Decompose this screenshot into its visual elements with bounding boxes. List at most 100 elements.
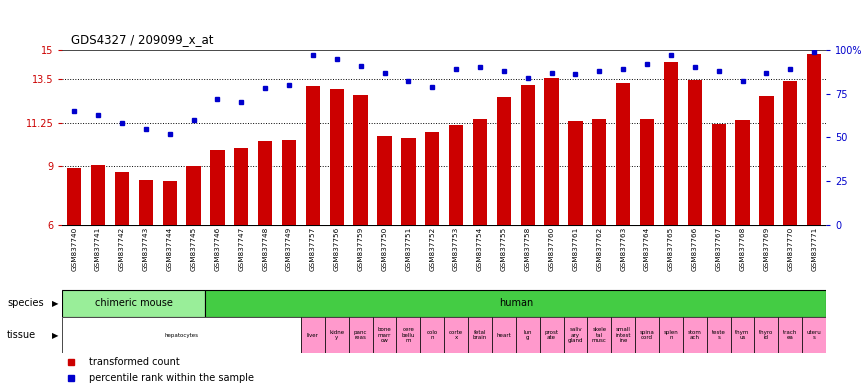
Bar bbox=[258, 141, 272, 225]
Bar bbox=[91, 166, 106, 225]
Text: chimeric mouse: chimeric mouse bbox=[95, 298, 173, 308]
Bar bbox=[492, 317, 516, 353]
Bar bbox=[163, 181, 176, 225]
Text: hepatocytes: hepatocytes bbox=[164, 333, 199, 338]
Bar bbox=[759, 96, 773, 225]
Text: human: human bbox=[498, 298, 533, 308]
Text: colo
n: colo n bbox=[426, 330, 438, 340]
Text: saliv
ary
gland: saliv ary gland bbox=[567, 327, 583, 343]
Text: panc
reas: panc reas bbox=[354, 330, 368, 340]
Text: GSM837758: GSM837758 bbox=[525, 227, 531, 271]
Text: GSM837764: GSM837764 bbox=[644, 227, 650, 271]
Text: GSM837743: GSM837743 bbox=[143, 227, 149, 271]
Text: transformed count: transformed count bbox=[89, 357, 180, 367]
Bar bbox=[707, 317, 731, 353]
Bar bbox=[635, 317, 659, 353]
Bar bbox=[420, 317, 445, 353]
Text: spina
cord: spina cord bbox=[639, 330, 655, 340]
Text: GSM837767: GSM837767 bbox=[715, 227, 721, 271]
Text: GSM837747: GSM837747 bbox=[238, 227, 244, 271]
Text: GSM837762: GSM837762 bbox=[596, 227, 602, 271]
Bar bbox=[468, 317, 492, 353]
Bar bbox=[663, 61, 678, 225]
Text: trach
ea: trach ea bbox=[783, 330, 798, 340]
Text: GSM837752: GSM837752 bbox=[429, 227, 435, 271]
Bar bbox=[305, 86, 320, 225]
Text: GSM837754: GSM837754 bbox=[477, 227, 483, 271]
Text: GSM837756: GSM837756 bbox=[334, 227, 340, 271]
Text: GSM837766: GSM837766 bbox=[692, 227, 698, 271]
Bar bbox=[354, 94, 368, 225]
Text: GSM837769: GSM837769 bbox=[764, 227, 769, 271]
Text: species: species bbox=[7, 298, 43, 308]
Text: GSM837749: GSM837749 bbox=[286, 227, 292, 271]
Text: GSM837755: GSM837755 bbox=[501, 227, 507, 271]
Bar bbox=[688, 80, 702, 225]
Text: GDS4327 / 209099_x_at: GDS4327 / 209099_x_at bbox=[71, 33, 214, 46]
Bar bbox=[210, 150, 225, 225]
Bar bbox=[301, 317, 325, 353]
Bar bbox=[540, 317, 563, 353]
Bar bbox=[62, 290, 206, 317]
Text: GSM837759: GSM837759 bbox=[357, 227, 363, 271]
Bar bbox=[568, 121, 583, 225]
Bar bbox=[445, 317, 468, 353]
Bar bbox=[449, 125, 464, 225]
Text: GSM837740: GSM837740 bbox=[71, 227, 77, 271]
Text: percentile rank within the sample: percentile rank within the sample bbox=[89, 374, 254, 384]
Bar bbox=[373, 317, 396, 353]
Text: teste
s: teste s bbox=[712, 330, 726, 340]
Bar bbox=[682, 317, 707, 353]
Bar bbox=[234, 148, 248, 225]
Bar bbox=[593, 119, 606, 225]
Text: skele
tal
musc: skele tal musc bbox=[592, 327, 606, 343]
Bar bbox=[497, 96, 511, 225]
Text: thym
us: thym us bbox=[735, 330, 750, 340]
Text: GSM837748: GSM837748 bbox=[262, 227, 268, 271]
Text: GSM837746: GSM837746 bbox=[215, 227, 221, 271]
Text: GSM837742: GSM837742 bbox=[119, 227, 125, 271]
Text: uteru
s: uteru s bbox=[807, 330, 822, 340]
Bar bbox=[330, 89, 344, 225]
Bar bbox=[659, 317, 682, 353]
Text: bone
marr
ow: bone marr ow bbox=[378, 327, 391, 343]
Text: GSM837765: GSM837765 bbox=[668, 227, 674, 271]
Text: fetal
brain: fetal brain bbox=[473, 330, 487, 340]
Bar bbox=[206, 290, 826, 317]
Text: GSM837745: GSM837745 bbox=[190, 227, 196, 271]
Bar bbox=[783, 81, 798, 225]
Bar bbox=[325, 317, 349, 353]
Text: ▶: ▶ bbox=[52, 331, 59, 339]
Bar bbox=[612, 317, 635, 353]
Bar bbox=[396, 317, 420, 353]
Bar bbox=[735, 120, 750, 225]
Text: GSM837741: GSM837741 bbox=[95, 227, 101, 271]
Text: splen
n: splen n bbox=[663, 330, 678, 340]
Bar bbox=[425, 132, 439, 225]
Text: prost
ate: prost ate bbox=[545, 330, 559, 340]
Text: thyro
id: thyro id bbox=[759, 330, 773, 340]
Text: GSM837770: GSM837770 bbox=[787, 227, 793, 271]
Bar bbox=[186, 166, 201, 225]
Text: lun
g: lun g bbox=[523, 330, 532, 340]
Text: GSM837753: GSM837753 bbox=[453, 227, 459, 271]
Text: GSM837768: GSM837768 bbox=[740, 227, 746, 271]
Text: corte
x: corte x bbox=[449, 330, 463, 340]
Bar bbox=[377, 136, 392, 225]
Bar bbox=[754, 317, 778, 353]
Bar bbox=[731, 317, 754, 353]
Text: tissue: tissue bbox=[7, 330, 36, 340]
Bar bbox=[138, 180, 153, 225]
Text: GSM837757: GSM837757 bbox=[310, 227, 316, 271]
Bar bbox=[115, 172, 129, 225]
Text: stom
ach: stom ach bbox=[688, 330, 702, 340]
Bar bbox=[62, 317, 301, 353]
Bar bbox=[282, 140, 296, 225]
Bar bbox=[712, 124, 726, 225]
Text: GSM837744: GSM837744 bbox=[167, 227, 173, 271]
Bar bbox=[563, 317, 587, 353]
Text: liver: liver bbox=[307, 333, 319, 338]
Text: GSM837763: GSM837763 bbox=[620, 227, 626, 271]
Bar bbox=[616, 83, 631, 225]
Bar bbox=[473, 119, 487, 225]
